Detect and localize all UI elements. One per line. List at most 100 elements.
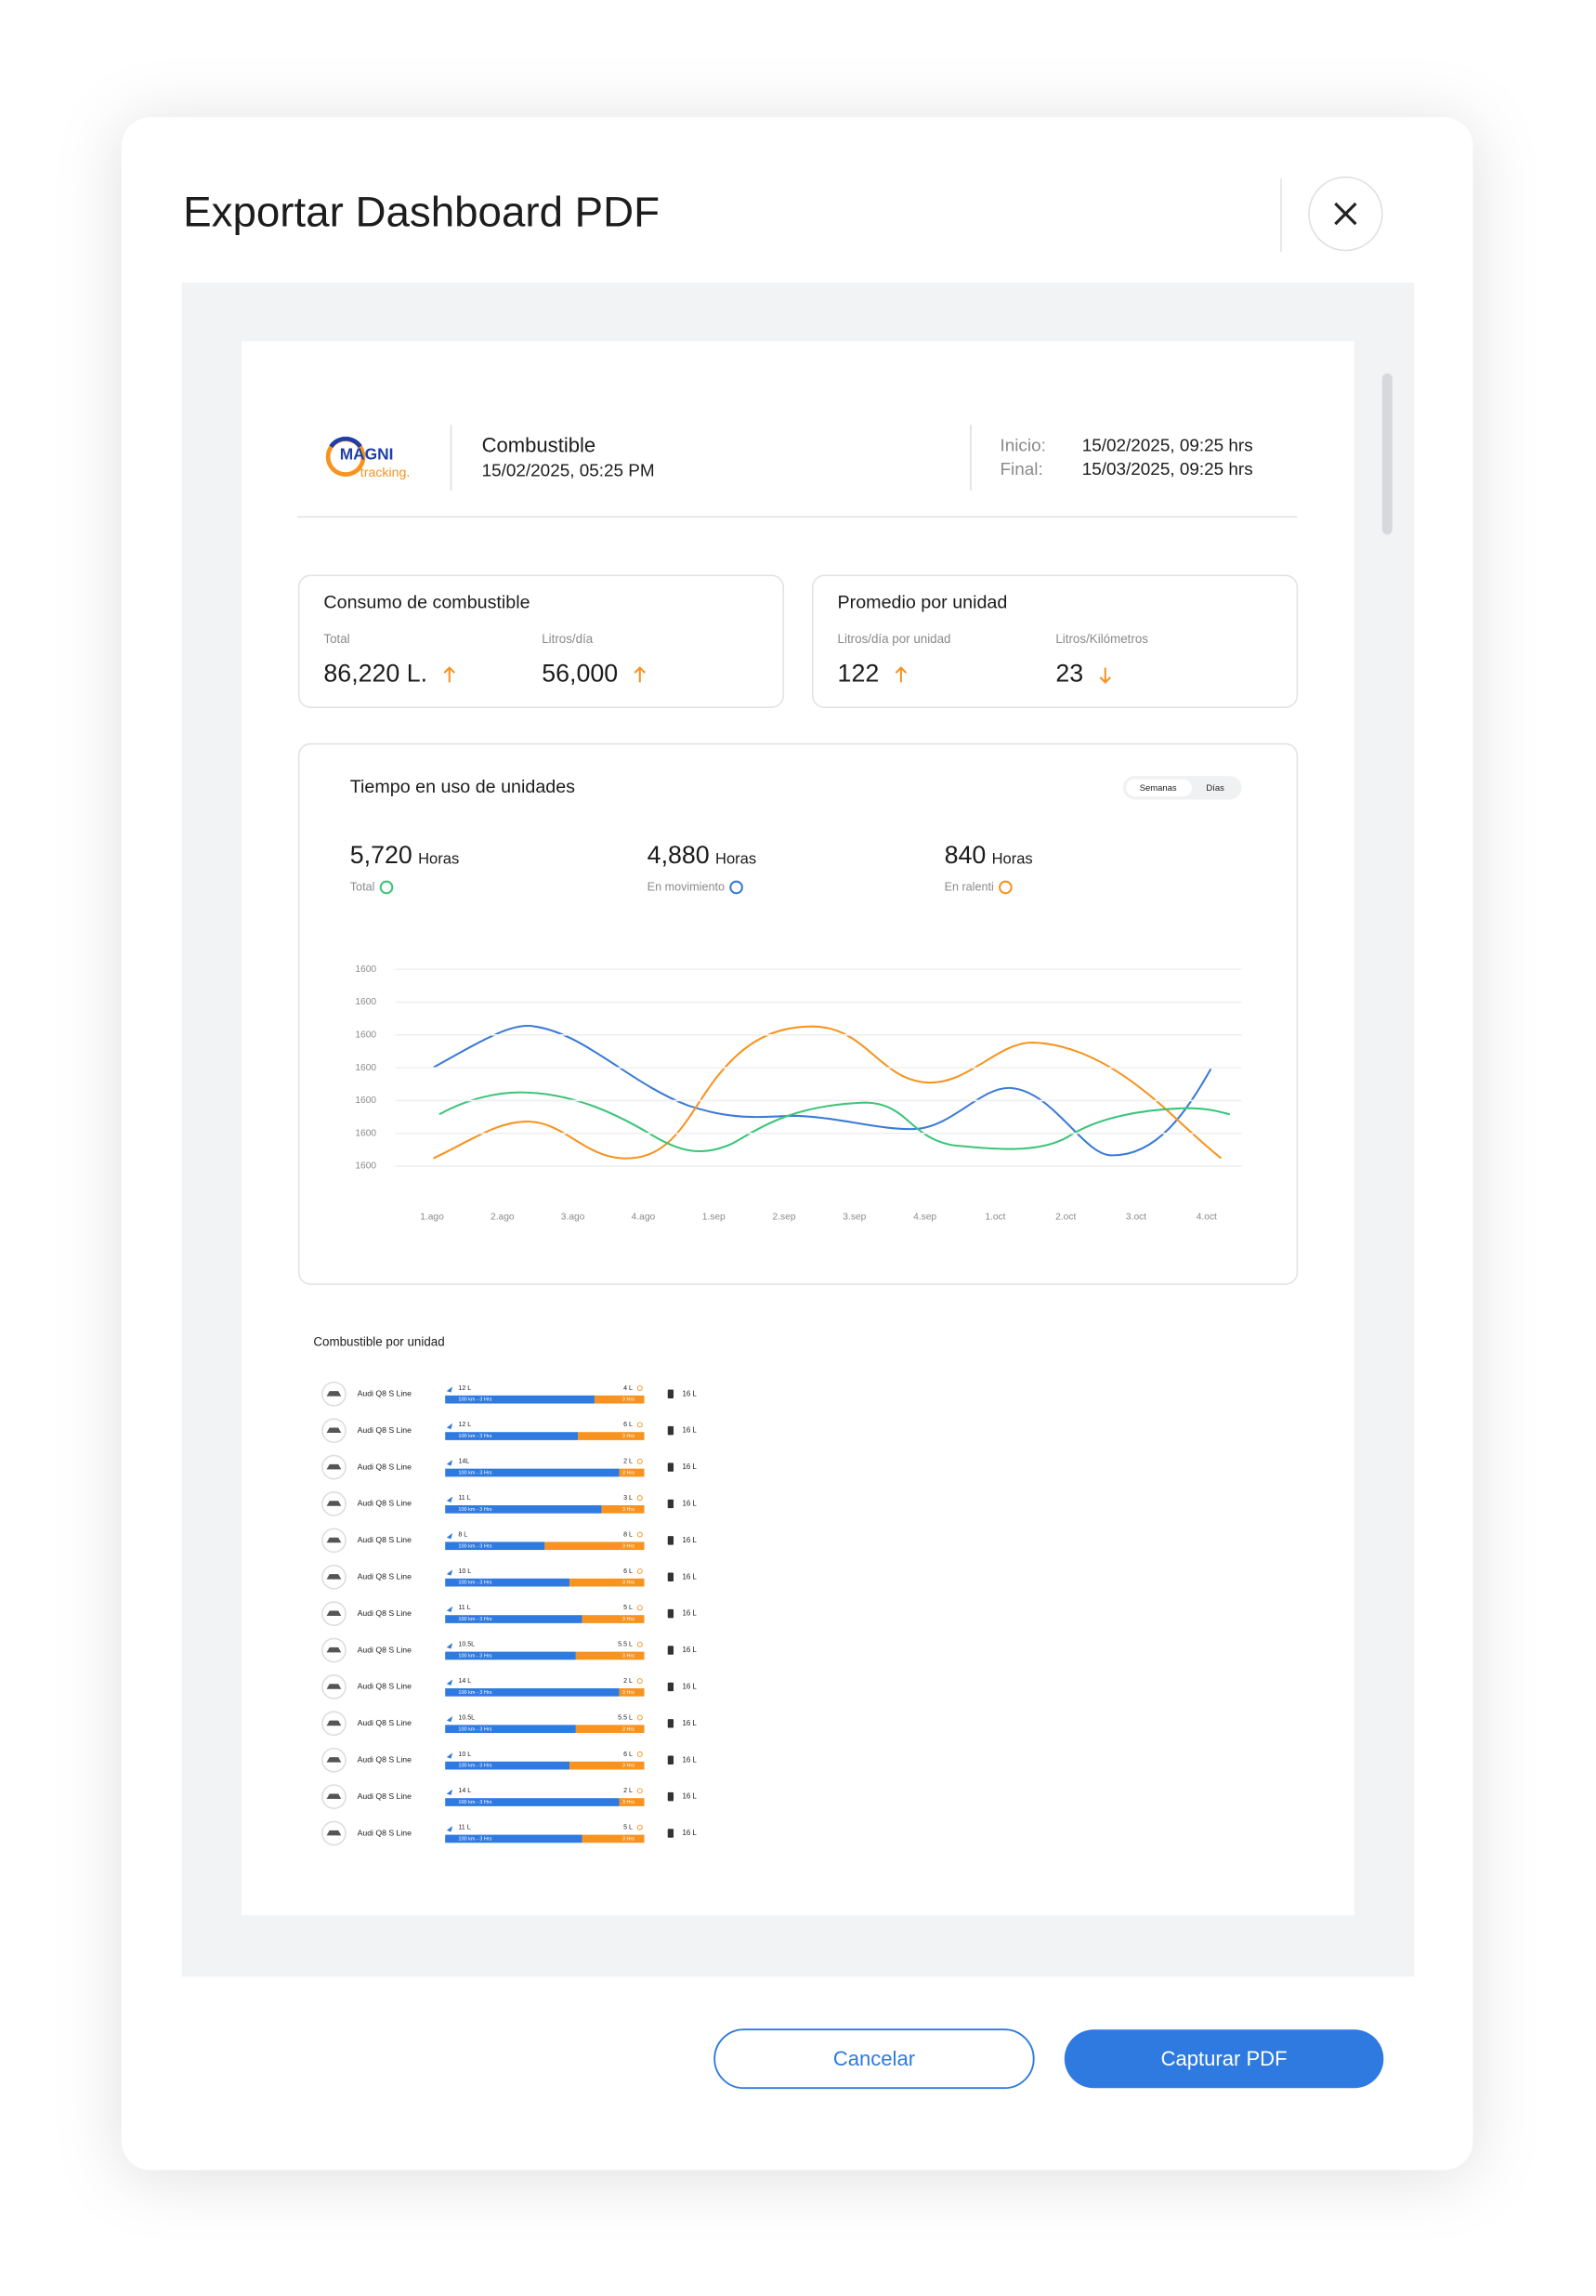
toggle-option[interactable]: Semanas [1140,783,1177,794]
trend-arrow [1099,667,1112,684]
nav-icon [446,1423,453,1430]
total-label: 16 L [683,1755,698,1764]
stat-value: 5,720 [350,841,412,869]
capture-button[interactable] [1064,2029,1384,2089]
idle-icon [636,1714,643,1721]
idle-icon [636,1495,643,1502]
x-tick-label: 3.sep [843,1212,866,1222]
idle-icon [636,1458,643,1464]
pump-icon [667,1608,674,1619]
y-tick-label: 1600 [355,1030,376,1041]
idle-icon [636,1422,643,1428]
moving-label: 10 L [458,1568,471,1575]
label: Final: [1000,460,1042,479]
legend-dot [999,880,1013,895]
y-tick-label: 1600 [355,1096,376,1106]
unit-name: Audi Q8 S Line [358,1682,412,1691]
x-tick-label: 1.oct [985,1212,1005,1222]
moving-label: 14L [458,1458,469,1465]
kpi-label: Total [323,632,349,646]
nav-icon [446,1643,453,1649]
idle-bar [594,1395,645,1404]
dialog-title: Exportar Dashboard PDF [183,189,660,236]
moving-label: 10.5L [458,1713,475,1721]
moving-bar [445,1395,595,1404]
car-icon [326,1463,342,1470]
moving-bar [445,1834,582,1843]
unit-name: Audi Q8 S Line [358,1462,412,1471]
car-icon [326,1537,342,1543]
kpi-value: 23 [1055,660,1083,688]
total-label: 16 L [683,1463,698,1471]
moving-label: 11 L [458,1494,470,1502]
unit-name: Audi Q8 S Line [358,1755,412,1765]
car-icon [326,1391,342,1397]
moving-label: 11 L [458,1824,470,1831]
nav-icon [446,1606,453,1613]
nav-icon [446,1715,453,1723]
distance-label: 100 km - 3 Hrs [458,1836,491,1842]
nav-icon [446,1386,453,1393]
moving-bar [445,1615,582,1623]
pump-icon [667,1425,674,1436]
car-icon [326,1610,342,1616]
kpi-label: Litros/Kilómetros [1055,632,1148,646]
idle-label: 2 L [623,1787,633,1794]
idle-icon [636,1751,643,1757]
pump-icon [667,1829,674,1838]
y-tick-label: 1600 [355,1063,376,1073]
cancel-label[interactable]: Cancelar [833,2047,915,2070]
cancel-button[interactable] [713,2028,1035,2090]
pump-icon [667,1719,674,1728]
car-icon [326,1757,342,1763]
kpi-value: 56,000 [542,660,618,688]
total-label: 16 L [683,1389,698,1397]
close-button[interactable] [1308,176,1383,252]
pump-icon [667,1682,674,1692]
time-label: 3 Hrs [622,1764,634,1769]
unit-name: Audi Q8 S Line [358,1499,412,1508]
toggle-active [1126,779,1192,797]
distance-label: 100 km - 3 Hrs [458,1543,491,1549]
pump-icon [667,1389,674,1398]
pump-icon [667,1572,674,1581]
car-icon [326,1720,342,1726]
car-icon [326,1501,342,1506]
fuel-title: Combustible por unidad [313,1335,444,1349]
x-tick-label: 4.sep [913,1212,936,1222]
idle-label: 6 L [623,1421,633,1428]
moving-bar [445,1468,620,1477]
logo-text: MAGNI [340,445,394,464]
total-label: 16 L [683,1829,698,1837]
moving-label: 10.5L [458,1641,475,1648]
time-label: 3 Hrs [622,1726,634,1732]
idle-label: 6 L [623,1568,633,1575]
unit-name: Audi Q8 S Line [358,1608,412,1618]
y-tick-label: 1600 [355,964,376,975]
idle-label: 5 L [623,1824,633,1831]
capture-label[interactable]: Capturar PDF [1161,2047,1288,2070]
time-label: 3 Hrs [622,1470,634,1476]
moving-label: 10 L [458,1751,471,1758]
idle-bar [569,1578,645,1587]
pump-icon [667,1463,674,1472]
scrollbar[interactable] [1381,373,1393,535]
moving-label: 14 L [458,1787,471,1794]
unit-name: Audi Q8 S Line [358,1535,412,1544]
trend-arrow [443,666,455,683]
idle-bar [575,1725,645,1734]
stat-label: En ralenti [945,880,994,893]
total-label: 16 L [683,1683,698,1691]
moving-bar [445,1432,579,1440]
distance-label: 100 km - 3 Hrs [458,1397,491,1403]
pump-icon [667,1536,674,1545]
kpi-value: 122 [838,660,880,688]
unit-name: Audi Q8 S Line [358,1572,412,1581]
idle-bar [619,1688,645,1697]
car-icon [326,1830,342,1836]
moving-label: 8 L [458,1530,467,1538]
toggle-option[interactable]: Días [1206,783,1224,794]
kpi-value: 86,220 L. [323,660,427,688]
stat-value: 4,880 [648,841,710,869]
